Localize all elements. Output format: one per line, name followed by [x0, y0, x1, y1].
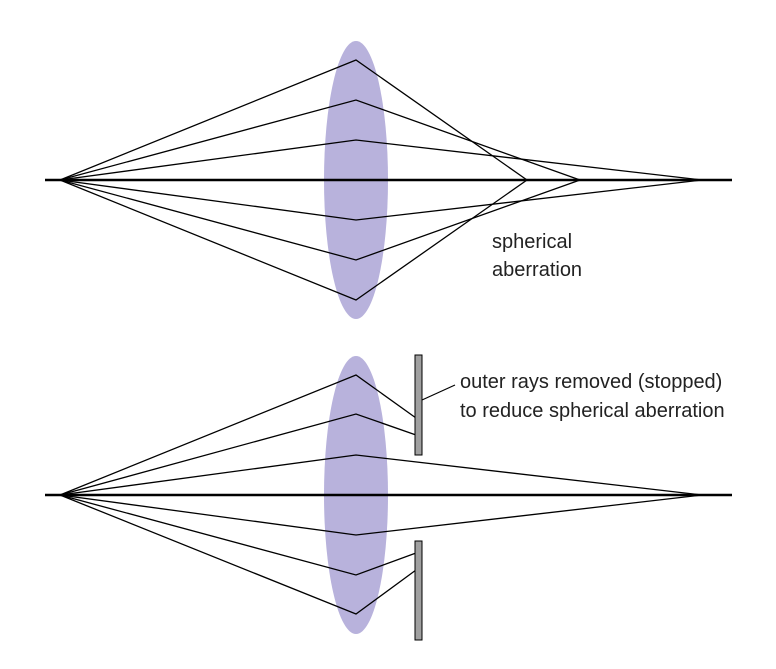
top-label-line2: aberration [492, 259, 582, 281]
bottom-ray-lower-inner [59, 494, 703, 536]
bottom-label-line2: to reduce spherical aberration [460, 400, 725, 422]
upper-aperture-stop [414, 354, 423, 456]
top-ray-upper-middle [59, 99, 581, 181]
lower-aperture-stop [414, 540, 423, 641]
top-ray-lower-inner [59, 179, 703, 221]
bottom-ray-lower-middle-stopped [59, 494, 417, 576]
bottom-ray-upper-middle-stopped [59, 413, 417, 496]
bottom-ray-upper-inner [59, 454, 703, 496]
bottom-ray-upper-outer-stopped [59, 374, 417, 496]
top-ray-upper-outer [59, 59, 528, 181]
top-panel: spherical aberration [45, 41, 732, 319]
top-ray-lower-middle [59, 179, 581, 261]
top-ray-upper-inner [59, 139, 703, 181]
top-label-line1: spherical [492, 231, 572, 253]
label-leader-line [421, 384, 456, 401]
bottom-label-line1: outer rays removed (stopped) [460, 371, 722, 393]
bottom-panel: outer rays removed (stopped) to reduce s… [45, 354, 732, 641]
bottom-ray-lower-outer-stopped [59, 494, 417, 615]
top-ray-lower-outer [59, 179, 528, 301]
